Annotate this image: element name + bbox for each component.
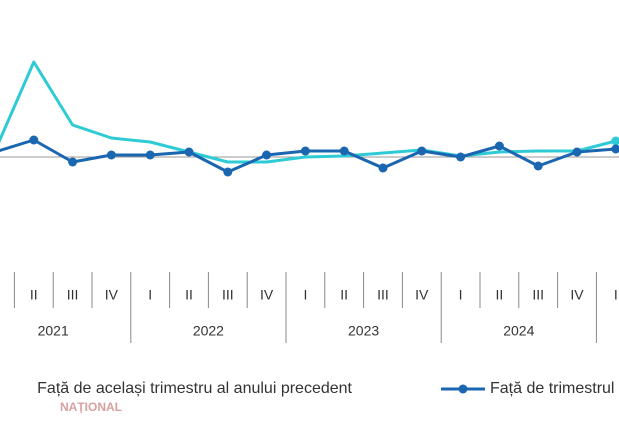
- point: [494, 141, 504, 151]
- point: [456, 152, 466, 162]
- point: [68, 157, 78, 167]
- point: [611, 136, 619, 146]
- legend-swatch-dot: [458, 384, 468, 394]
- series-line: [0, 60, 617, 164]
- x-tick-label: II: [340, 287, 348, 303]
- x-tick-label: II: [185, 287, 193, 303]
- x-tick-label: I: [148, 287, 152, 303]
- year-label: 2021: [38, 323, 69, 339]
- x-tick-label: III: [222, 287, 234, 303]
- point: [339, 146, 349, 156]
- point: [417, 146, 427, 156]
- x-tick-label: I: [459, 287, 463, 303]
- x-tick-label: IV: [105, 287, 119, 303]
- x-tick-label: II: [496, 287, 504, 303]
- x-tick-label: IV: [260, 287, 274, 303]
- x-tick-label: IV: [415, 287, 429, 303]
- x-tick-label: IV: [570, 287, 584, 303]
- point: [106, 150, 116, 160]
- year-label: 2024: [503, 323, 534, 339]
- x-tick-label: II: [30, 287, 38, 303]
- point: [300, 146, 310, 156]
- point: [145, 150, 155, 160]
- x-tick-label: III: [377, 287, 389, 303]
- year-label: 2022: [193, 323, 224, 339]
- year-label: 2023: [348, 323, 379, 339]
- x-tick-label: III: [67, 287, 79, 303]
- legend-label: Față de trimestrul precedent: [490, 380, 619, 397]
- point: [262, 150, 272, 160]
- legend-label: Față de același trimestru al anului prec…: [37, 380, 352, 397]
- point: [533, 161, 543, 171]
- x-tick-label: III: [532, 287, 544, 303]
- point: [378, 163, 388, 173]
- point: [184, 147, 194, 157]
- point: [572, 147, 582, 157]
- x-tick-label: I: [303, 287, 307, 303]
- point: [611, 144, 619, 154]
- watermark: NAȚIONAL: [60, 400, 122, 414]
- x-tick-label: I: [614, 287, 618, 303]
- point: [223, 167, 233, 177]
- point: [29, 135, 39, 145]
